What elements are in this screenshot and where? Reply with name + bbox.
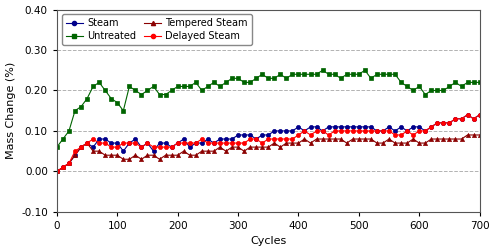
- Line: Steam: Steam: [55, 113, 482, 173]
- Tempered Steam: [66, 162, 72, 165]
- Untreated: [307, 73, 313, 76]
- Steam: [307, 125, 313, 129]
- Line: Untreated: Untreated: [54, 68, 482, 149]
- Untreated: [66, 130, 72, 133]
- Delayed Steam: [307, 134, 313, 137]
- Untreated: [380, 73, 386, 76]
- Steam: [54, 170, 60, 173]
- Delayed Steam: [54, 170, 60, 173]
- Untreated: [320, 69, 326, 72]
- Untreated: [477, 81, 483, 84]
- Tempered Steam: [452, 138, 458, 141]
- Delayed Steam: [259, 142, 265, 145]
- Untreated: [54, 146, 60, 149]
- Line: Delayed Steam: Delayed Steam: [55, 113, 482, 173]
- Legend: Steam, Untreated, Tempered Steam, Delayed Steam: Steam, Untreated, Tempered Steam, Delaye…: [62, 14, 251, 45]
- Tempered Steam: [477, 134, 483, 137]
- Steam: [374, 130, 380, 133]
- Delayed Steam: [465, 113, 471, 116]
- Delayed Steam: [175, 142, 181, 145]
- Tempered Steam: [175, 154, 181, 157]
- Tempered Steam: [307, 142, 313, 145]
- Delayed Steam: [374, 130, 380, 133]
- Steam: [66, 162, 72, 165]
- Steam: [259, 134, 265, 137]
- Tempered Steam: [465, 134, 471, 137]
- Tempered Steam: [374, 142, 380, 145]
- Steam: [175, 142, 181, 145]
- Delayed Steam: [477, 113, 483, 116]
- Untreated: [259, 73, 265, 76]
- Y-axis label: Mass Change (%): Mass Change (%): [5, 62, 15, 159]
- Steam: [477, 113, 483, 116]
- Tempered Steam: [259, 146, 265, 149]
- Delayed Steam: [66, 162, 72, 165]
- Untreated: [175, 85, 181, 88]
- Steam: [452, 117, 458, 120]
- Delayed Steam: [452, 117, 458, 120]
- X-axis label: Cycles: Cycles: [250, 236, 287, 246]
- Tempered Steam: [54, 170, 60, 173]
- Steam: [465, 113, 471, 116]
- Untreated: [458, 85, 464, 88]
- Line: Tempered Steam: Tempered Steam: [55, 133, 482, 173]
